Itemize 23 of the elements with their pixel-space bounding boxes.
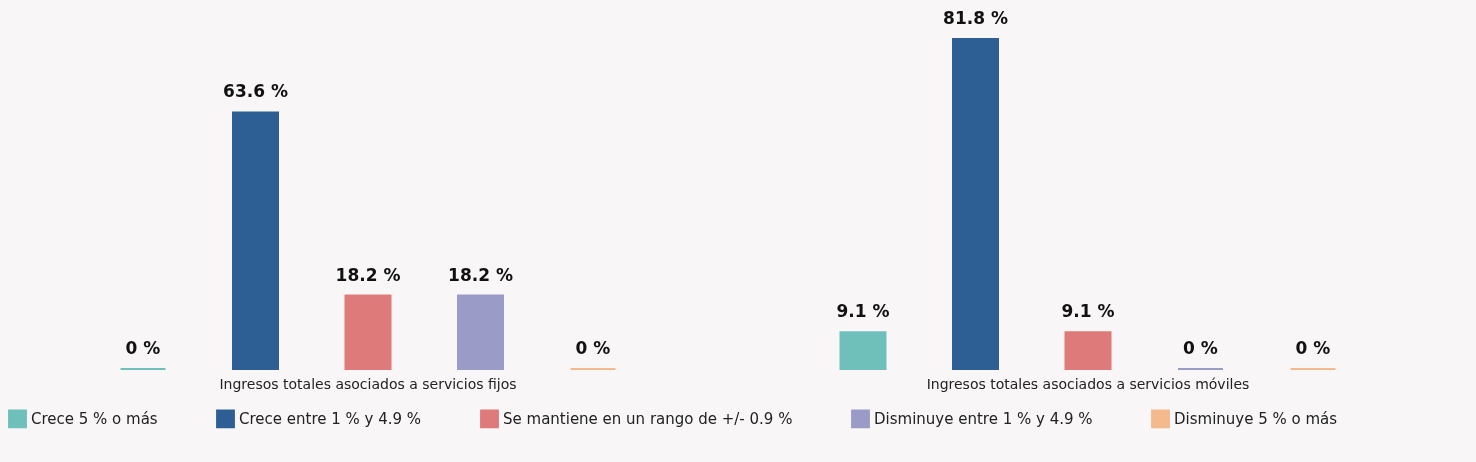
legend-label: Disminuye 5 % o más [1174,409,1338,428]
bar [344,294,392,370]
x-tick-label: Ingresos totales asociados a servicios fijos [219,375,517,392]
bar [839,331,887,370]
bar [1064,331,1112,370]
data-label: 81.8 % [943,8,1008,28]
legend-label: Se mantiene en un rango de +/- 0.9 % [503,409,793,428]
bar [232,111,279,370]
legend-label: Disminuye entre 1 % y 4.9 % [874,409,1093,428]
data-label: 9.1 % [836,301,890,322]
data-label: 18.2 % [448,264,513,285]
data-label: 63.6 % [223,81,288,102]
x-tick-label: Ingresos totales asociados a servicios móviles [926,375,1250,392]
data-label: 0 % [575,338,611,358]
data-label: 18.2 % [335,264,401,285]
bar [457,294,504,370]
data-label: 0 % [1183,338,1218,358]
data-label: 0 % [1295,338,1331,358]
data-label: 0 % [125,338,161,358]
legend-label: Crece entre 1 % y 4.9 % [239,409,422,428]
data-label: 9.1 % [1061,301,1115,322]
legend-label: Crece 5 % o más [31,409,158,428]
bar [952,38,999,370]
